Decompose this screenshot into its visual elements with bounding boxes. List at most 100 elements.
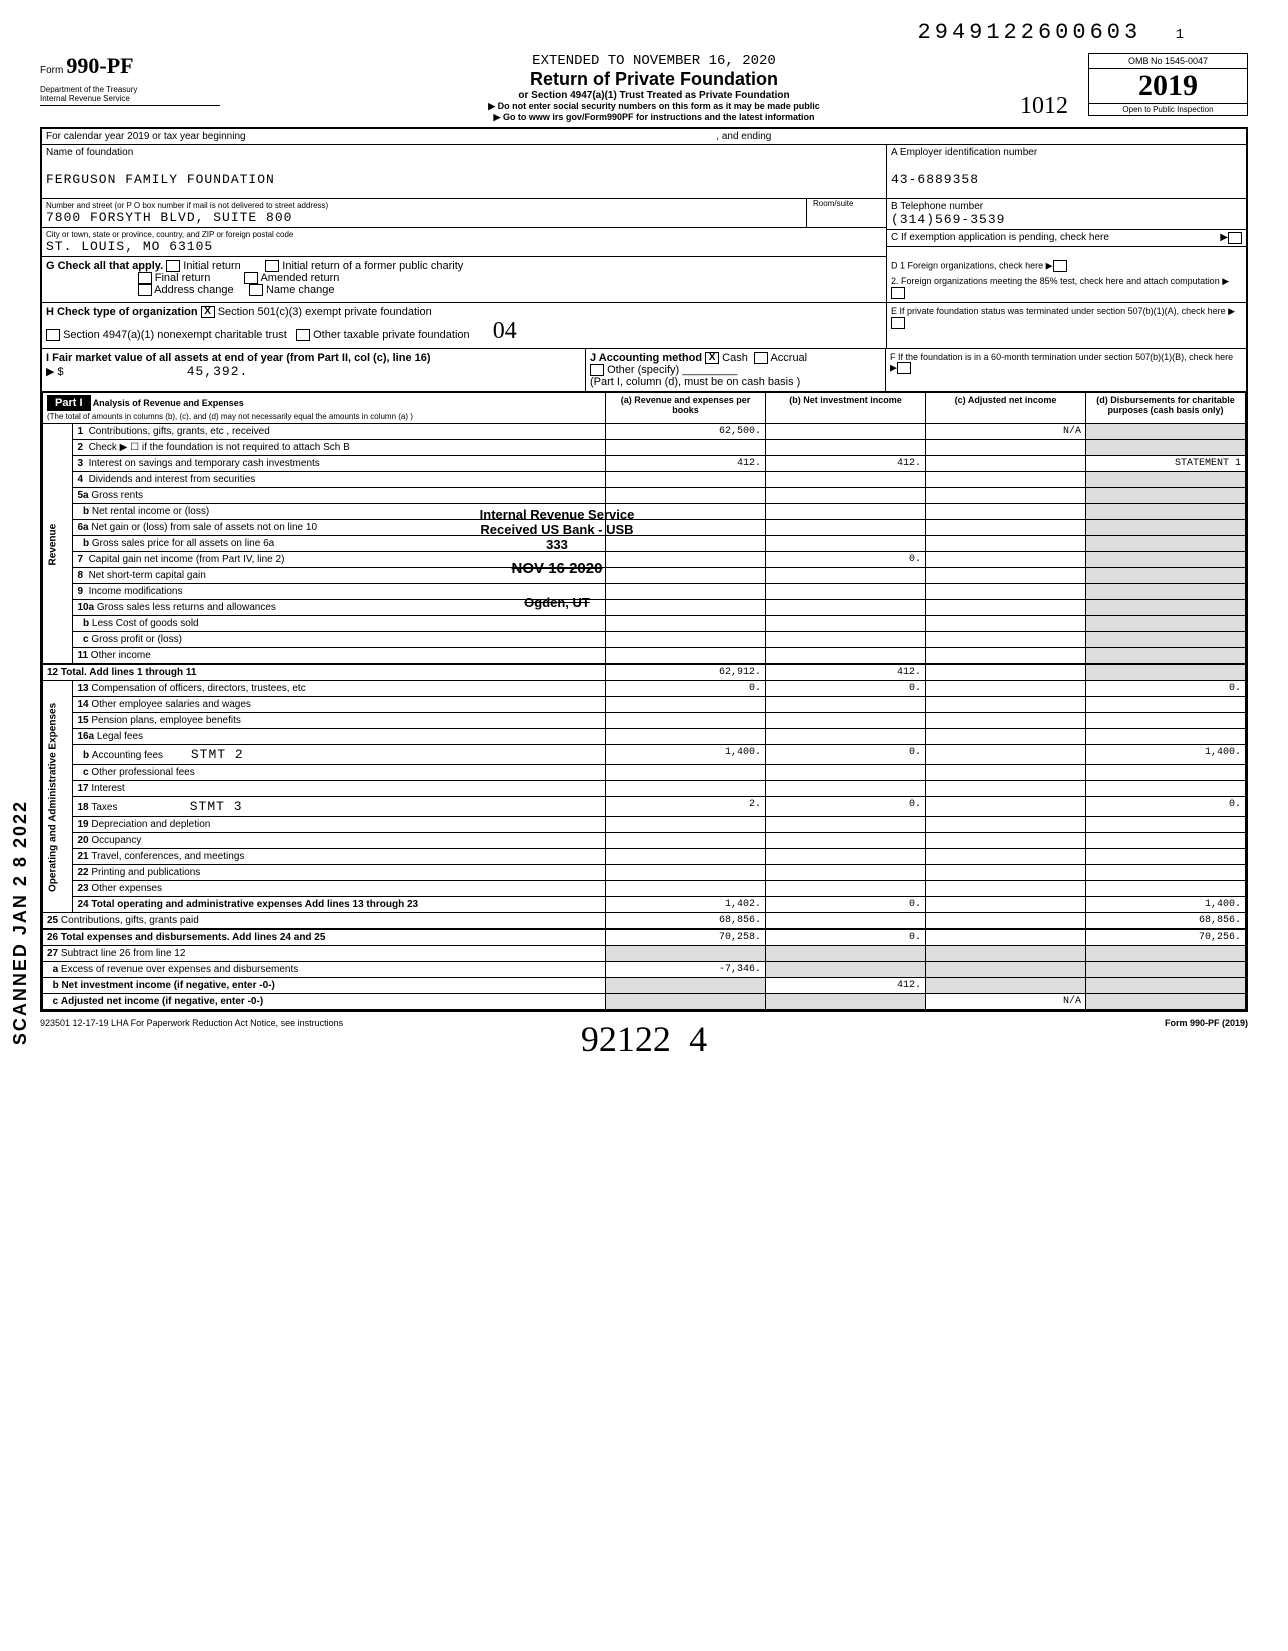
l16c: Other professional fees — [91, 767, 194, 778]
l26b: 0. — [766, 929, 926, 946]
signature-2: 4 — [689, 1019, 707, 1059]
l16bd: 1,400. — [1086, 745, 1246, 765]
l22: Printing and publications — [91, 867, 200, 878]
l10c: Gross profit or (loss) — [91, 634, 182, 645]
h-chk-4947[interactable] — [46, 329, 60, 341]
c-checkbox[interactable] — [1228, 232, 1242, 244]
l7b: 0. — [766, 552, 926, 568]
g-chk-addr[interactable] — [138, 284, 152, 296]
j-label: J Accounting method — [590, 352, 702, 364]
h-opt3: Other taxable private foundation — [313, 329, 470, 341]
l3a: 412. — [606, 456, 766, 472]
footer-right: Form 990-PF (2019) — [1165, 1018, 1248, 1028]
dept-label: Department of the Treasury Internal Reve… — [40, 85, 220, 106]
room-label: Room/suite — [806, 199, 886, 227]
ein-label: A Employer identification number — [891, 147, 1242, 158]
l16a: Legal fees — [97, 731, 143, 742]
address: 7800 FORSYTH BLVD, SUITE 800 — [46, 210, 802, 225]
l12: Total. Add lines 1 through 11 — [61, 667, 197, 678]
g-chk-amended[interactable] — [244, 272, 258, 284]
form-prefix: Form — [40, 65, 63, 76]
j-chk-cash[interactable]: X — [705, 352, 719, 364]
l27bb: 412. — [766, 978, 926, 994]
g-opt-2: Address change — [154, 284, 234, 296]
l27a: Excess of revenue over expenses and disb… — [61, 964, 298, 975]
l18: Taxes — [91, 802, 117, 813]
l16bb: 0. — [766, 745, 926, 765]
l15: Pension plans, employee benefits — [91, 715, 241, 726]
j-other: Other (specify) — [607, 364, 679, 376]
l7: Capital gain net income (from Part IV, l… — [89, 554, 285, 565]
l27: Subtract line 26 from line 12 — [61, 948, 186, 959]
l25d: 68,856. — [1086, 913, 1246, 930]
d2-chk[interactable] — [891, 287, 905, 299]
l3d: STATEMENT 1 — [1086, 456, 1246, 472]
g-chk-initial[interactable] — [166, 260, 180, 272]
l3b: 412. — [766, 456, 926, 472]
l1: Contributions, gifts, grants, etc , rece… — [89, 426, 270, 437]
l18b: 0. — [766, 797, 926, 817]
l18-stmt: STMT 3 — [190, 799, 243, 814]
l14: Other employee salaries and wages — [91, 699, 251, 710]
j-chk-accrual[interactable] — [754, 352, 768, 364]
g-opt-0: Initial return — [183, 260, 240, 272]
g-chk-name[interactable] — [249, 284, 263, 296]
l10b: Less Cost of goods sold — [92, 618, 199, 629]
warn-1: ▶ Do not enter social security numbers o… — [220, 101, 1088, 112]
g-opt-3: Initial return of a former public charit… — [282, 260, 463, 272]
e-label: E If private foundation status was termi… — [891, 306, 1226, 316]
addr-label: Number and street (or P O box number if … — [46, 201, 802, 210]
d1-chk[interactable] — [1053, 260, 1067, 272]
l5a: Gross rents — [91, 490, 143, 501]
warn-2: ▶ Go to www irs gov/Form990PF for instru… — [220, 112, 1088, 123]
l26: Total expenses and disbursements. Add li… — [61, 932, 326, 943]
l12b: 412. — [766, 664, 926, 681]
l24d: 1,400. — [1086, 897, 1246, 913]
main-form: For calendar year 2019 or tax year begin… — [40, 127, 1248, 1012]
l19: Depreciation and depletion — [91, 819, 210, 830]
g-chk-final[interactable] — [138, 272, 152, 284]
e-chk[interactable] — [891, 317, 905, 329]
l18d: 0. — [1086, 797, 1246, 817]
h-chk-other[interactable] — [296, 329, 310, 341]
foundation-name: FERGUSON FAMILY FOUNDATION — [46, 172, 882, 187]
l25: Contributions, gifts, grants paid — [61, 915, 199, 926]
g-opt-5: Name change — [266, 284, 335, 296]
name-label: Name of foundation — [46, 147, 882, 158]
form-header: Form 990-PF Department of the Treasury I… — [40, 53, 1248, 123]
dln-number: 2949122600603 1 — [40, 20, 1248, 45]
j-chk-other[interactable] — [590, 364, 604, 376]
handwritten-1012: 1012 — [1020, 93, 1068, 120]
ein: 43-6889358 — [891, 172, 1242, 187]
city-label: City or town, state or province, country… — [46, 230, 882, 239]
f-chk[interactable] — [897, 362, 911, 374]
l6b: Gross sales price for all assets on line… — [92, 538, 274, 549]
revenue-section: Revenue — [43, 424, 73, 665]
l16b: Accounting fees — [92, 750, 163, 761]
col-c: (c) Adjusted net income — [926, 393, 1086, 424]
g-opt-4: Amended return — [260, 272, 339, 284]
l21: Travel, conferences, and meetings — [91, 851, 244, 862]
stamp-l4: NOV 16 2020 — [442, 560, 672, 577]
tax-year: 2019 — [1089, 69, 1247, 103]
l13a: 0. — [606, 681, 766, 697]
j-note: (Part I, column (d), must be on cash bas… — [590, 376, 800, 388]
h-chk-501c3[interactable]: X — [201, 306, 215, 318]
d2-label: 2. Foreign organizations meeting the 85%… — [891, 276, 1220, 286]
h-label: H Check type of organization — [46, 306, 198, 318]
part1-sub: (The total of amounts in columns (b), (c… — [47, 412, 413, 421]
inspection-label: Open to Public Inspection — [1089, 103, 1247, 115]
l2: Check ▶ ☐ if the foundation is not requi… — [89, 442, 350, 453]
form-number: 990-PF — [66, 53, 133, 78]
g-chk-former[interactable] — [265, 260, 279, 272]
tel-label: B Telephone number — [891, 201, 1242, 212]
col-d: (d) Disbursements for charitable purpose… — [1086, 393, 1246, 424]
year-box: OMB No 1545-0047 2019 Open to Public Ins… — [1088, 53, 1248, 116]
l24a: 1,402. — [606, 897, 766, 913]
l8: Net short-term capital gain — [89, 570, 206, 581]
cal-begin: For calendar year 2019 or tax year begin… — [46, 131, 246, 142]
j-accrual: Accrual — [770, 352, 807, 364]
l18a: 2. — [606, 797, 766, 817]
main-title: Return of Private Foundation — [220, 69, 1088, 90]
extended-line: EXTENDED TO NOVEMBER 16, 2020 — [220, 53, 1088, 69]
